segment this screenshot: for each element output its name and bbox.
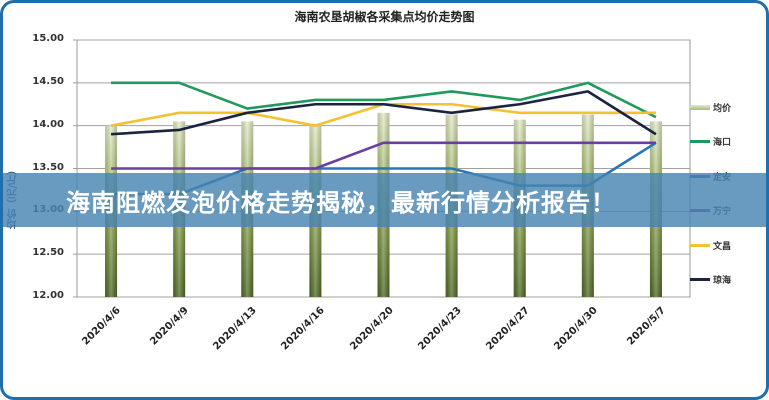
y-tick-label: 12.50 xyxy=(32,247,64,259)
y-tick-label: 13.50 xyxy=(32,161,64,173)
legend-item: 文昌 xyxy=(690,238,765,252)
legend-swatch xyxy=(690,278,710,281)
y-tick-label: 15.00 xyxy=(32,33,64,44)
legend-label: 文昌 xyxy=(713,241,732,252)
legend-swatch xyxy=(690,140,710,143)
legend-swatch xyxy=(690,243,710,247)
legend-swatch xyxy=(690,104,710,110)
headline-text: 海南阻燃发泡价格走势揭秘，最新行情分析报告！ xyxy=(66,188,616,217)
series-line-1 xyxy=(111,81,657,119)
legend-label: 均价 xyxy=(713,103,732,114)
y-tick-label: 14.50 xyxy=(32,75,64,87)
headline-banner: 海南阻燃发泡价格走势揭秘，最新行情分析报告！ xyxy=(3,173,766,227)
series-line-5 xyxy=(110,90,657,136)
y-tick-label: 14.00 xyxy=(32,118,64,130)
legend-label: 琼海 xyxy=(713,276,732,286)
legend-label: 海口 xyxy=(713,138,732,148)
chart-title: 海南农垦胡椒各采集点均价走势图 xyxy=(294,10,475,24)
y-tick-label: 12.00 xyxy=(32,290,64,301)
legend-item: 均价 xyxy=(690,100,765,114)
legend-item: 琼海 xyxy=(690,273,765,287)
legend-item: 海口 xyxy=(690,135,765,149)
series-line-3 xyxy=(111,141,656,170)
